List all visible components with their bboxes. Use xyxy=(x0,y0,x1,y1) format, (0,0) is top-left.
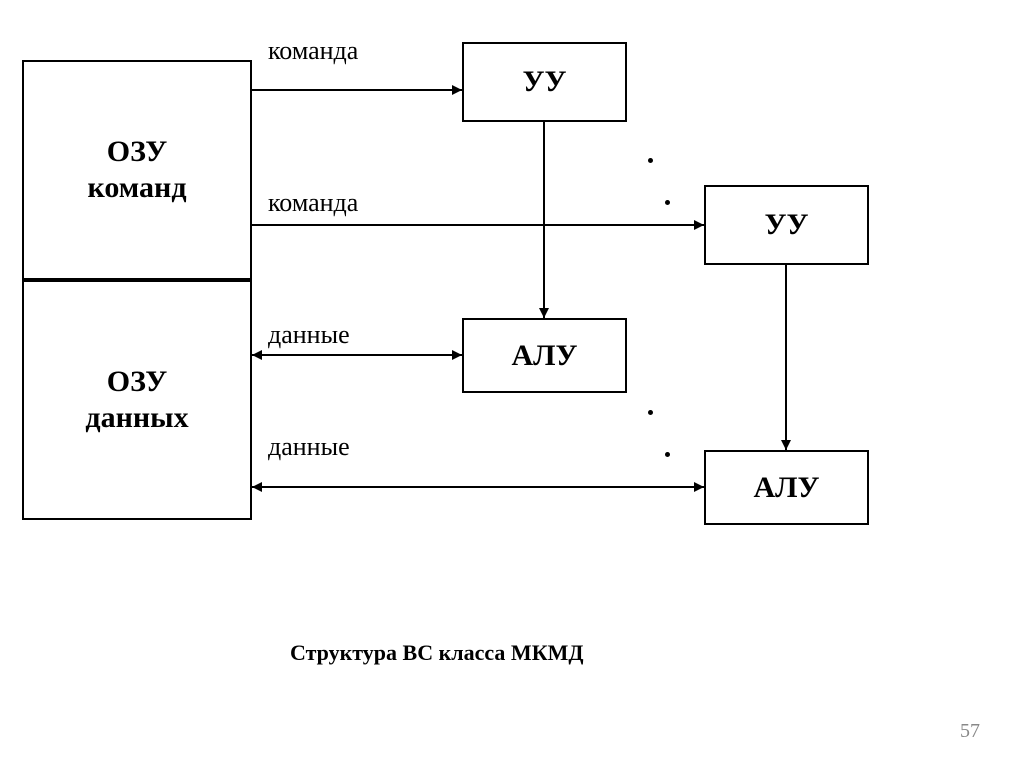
node-alu-1-label: АЛУ xyxy=(511,338,577,374)
node-yy-2: УУ xyxy=(704,185,869,265)
ellipsis-dot xyxy=(665,452,670,457)
node-ozu-data-label: ОЗУданных xyxy=(85,364,188,436)
edge-label-command-2: команда xyxy=(268,188,358,218)
node-alu-1: АЛУ xyxy=(462,318,627,393)
edge-label-data-2: данные xyxy=(268,432,350,462)
edge-label-data-1: данные xyxy=(268,320,350,350)
diagram-canvas: ОЗУкоманд ОЗУданных УУ УУ АЛУ АЛУ команд… xyxy=(0,0,1024,767)
node-yy-2-label: УУ xyxy=(764,207,808,243)
ellipsis-dot xyxy=(648,410,653,415)
diagram-caption: Структура ВС класса МКМД xyxy=(290,640,584,666)
node-ozu-commands-label: ОЗУкоманд xyxy=(87,134,186,206)
node-alu-2-label: АЛУ xyxy=(753,470,819,506)
node-ozu-data: ОЗУданных xyxy=(22,280,252,520)
node-yy-1-label: УУ xyxy=(522,64,566,100)
edge-label-command-1: команда xyxy=(268,36,358,66)
page-number: 57 xyxy=(960,720,980,743)
node-yy-1: УУ xyxy=(462,42,627,122)
ellipsis-dot xyxy=(665,200,670,205)
node-ozu-commands: ОЗУкоманд xyxy=(22,60,252,280)
ellipsis-dot xyxy=(648,158,653,163)
node-alu-2: АЛУ xyxy=(704,450,869,525)
